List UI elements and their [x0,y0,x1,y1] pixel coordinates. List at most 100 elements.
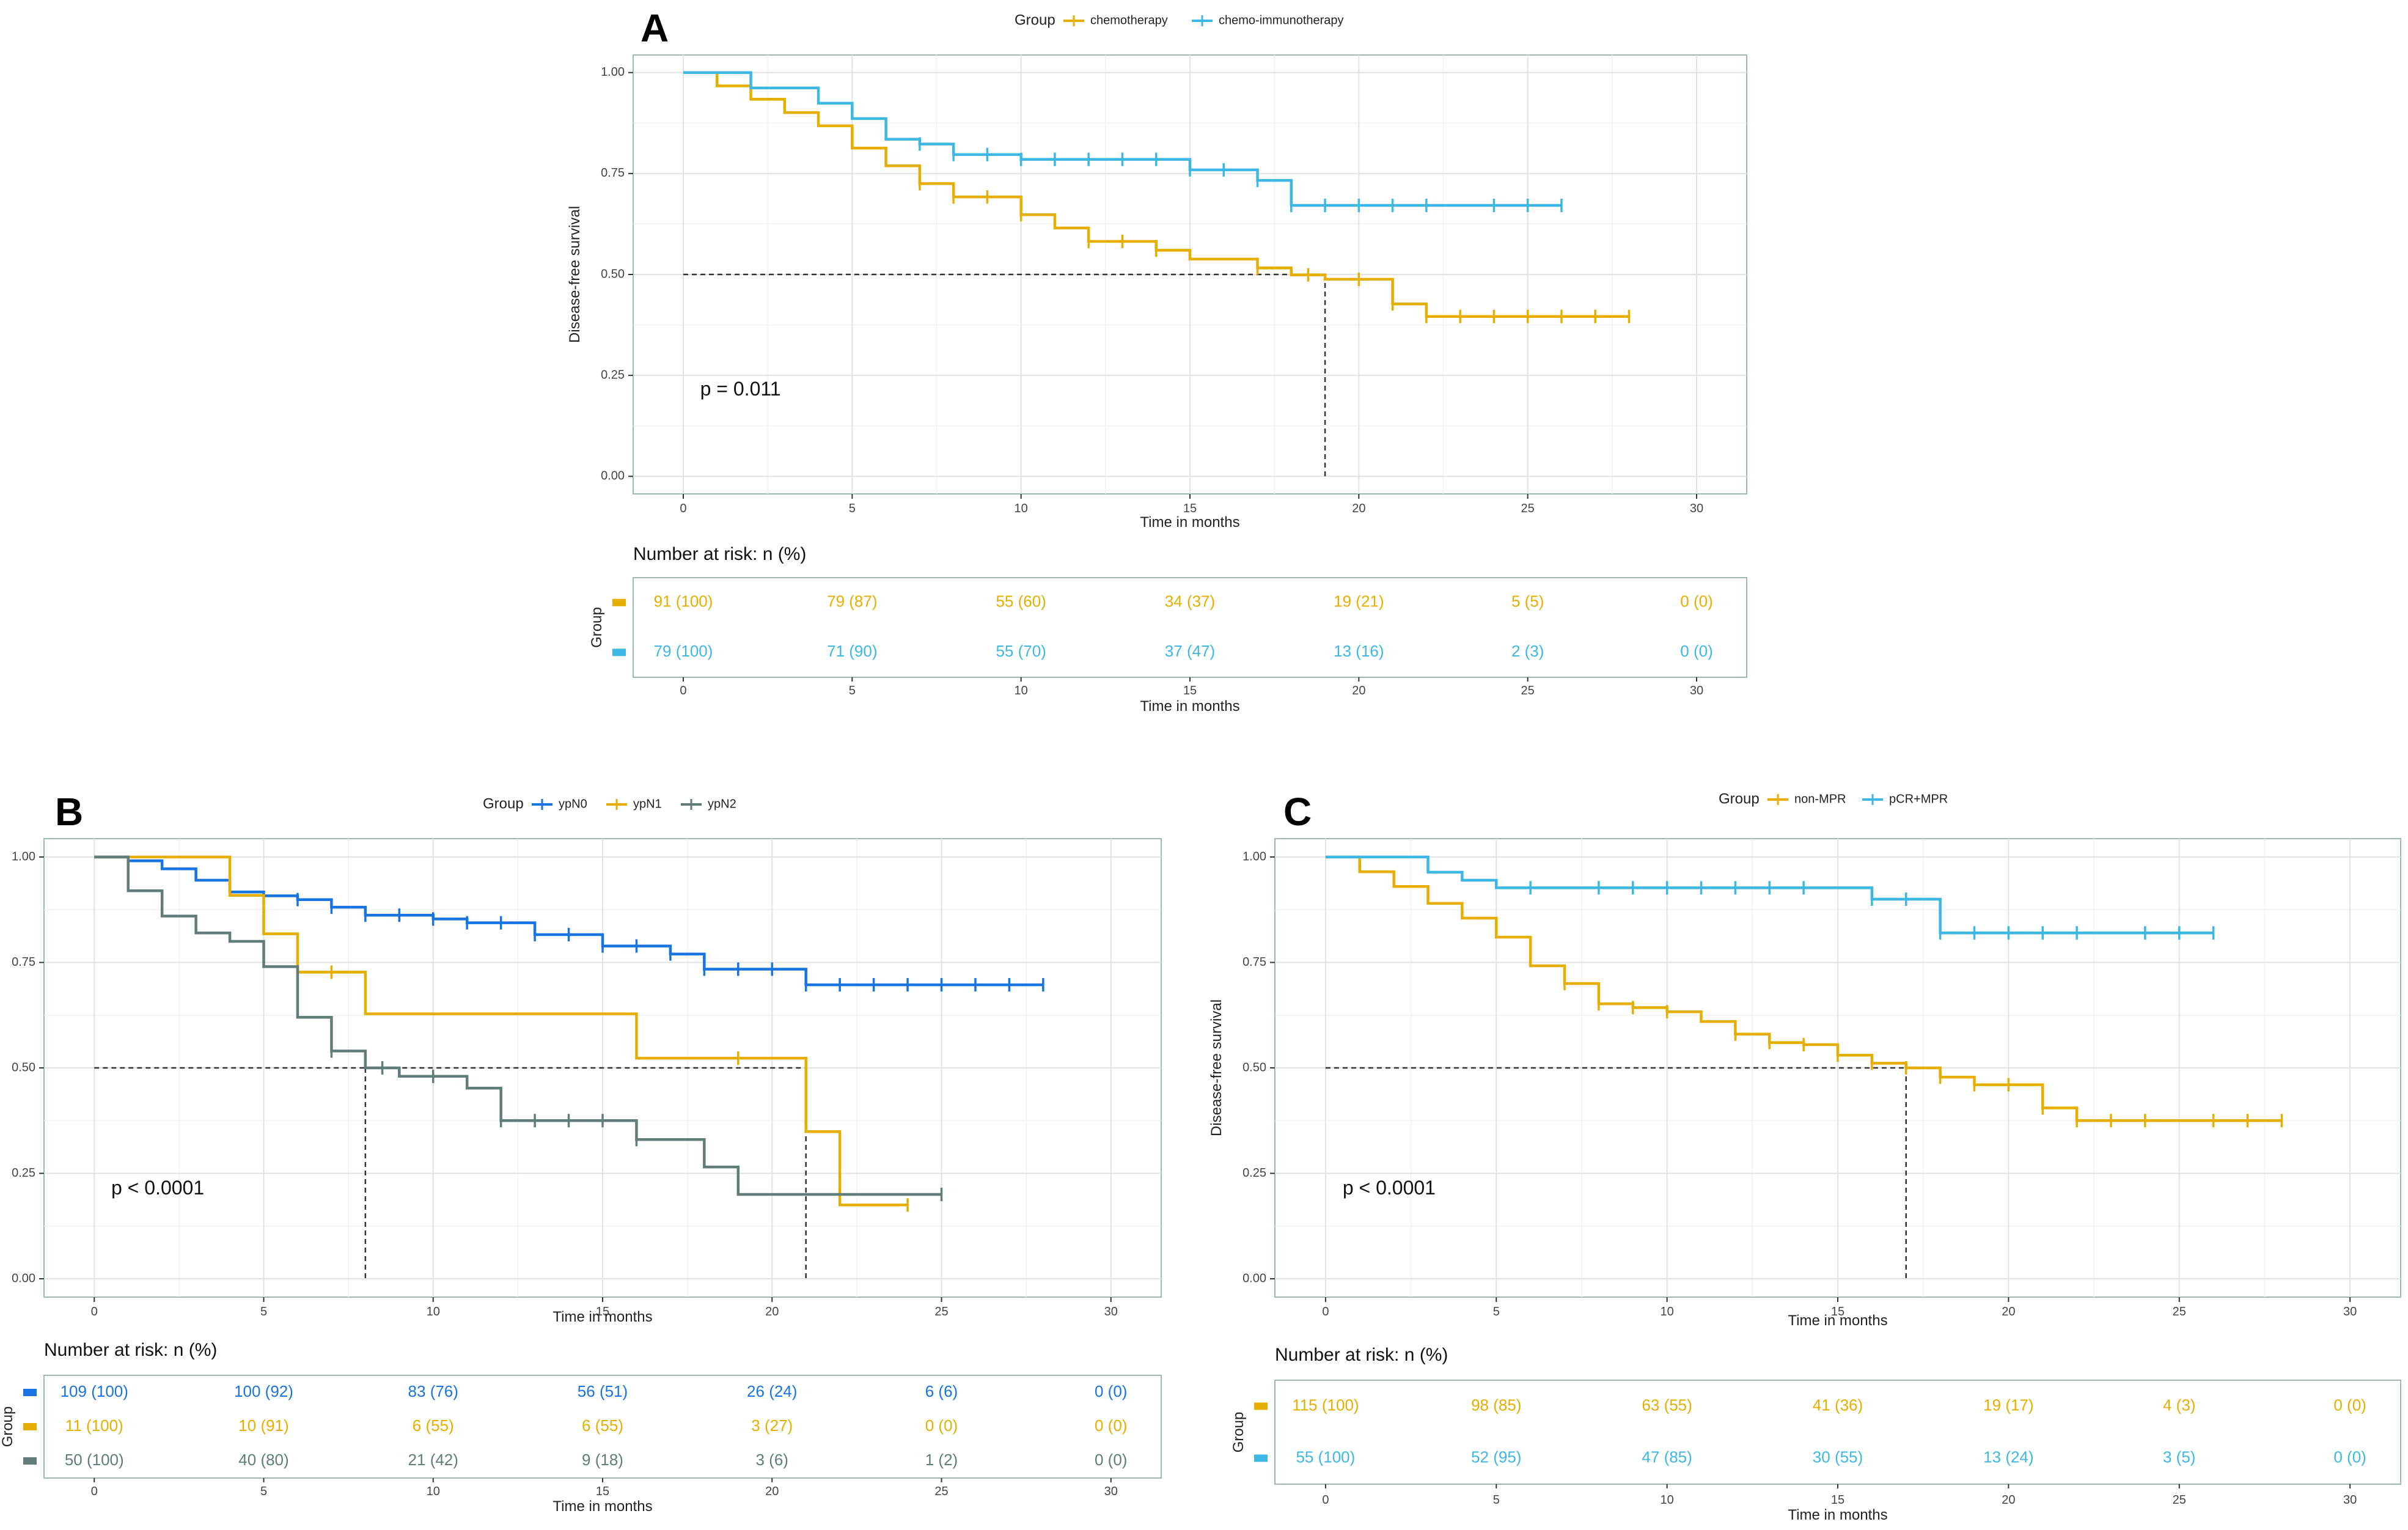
x-axis-label: Time in months [1140,514,1239,531]
risk-cell: 3 (27) [751,1416,793,1435]
risk-cell: 98 (85) [1471,1396,1521,1414]
risk-cell: 63 (55) [1642,1396,1692,1414]
risk-x-axis-label: Time in months [1788,1507,1887,1523]
risk-table-panel [1274,1380,2401,1485]
risk-cell: 30 (55) [1813,1447,1863,1466]
y-tick-label: 1.00 [1243,850,1266,863]
risk-y-axis-label: Group [589,607,605,648]
survival-curve [1325,855,2214,935]
legend-label: pCR+MPR [1889,792,1948,806]
risk-cell: 3 (5) [2163,1447,2195,1466]
risk-y-axis-label: Group [0,1407,16,1447]
survival-curve [683,71,1629,318]
legend-item: pCR+MPR [1862,792,1948,806]
legend-item: ypN2 [681,797,736,811]
risk-x-tick-label: 10 [1015,684,1028,697]
x-tick-label: 30 [1690,502,1703,515]
risk-cell: 0 (0) [925,1416,958,1435]
risk-x-tick-label: 15 [1831,1493,1845,1507]
risk-x-tick-label: 0 [1322,1493,1329,1507]
x-tick-label: 0 [1322,1305,1329,1319]
y-tick-label: 0.00 [1243,1271,1266,1285]
x-axis-label: Time in months [552,1309,652,1325]
legend-item: non-MPR [1767,792,1846,806]
risk-cell: 1 (2) [925,1451,958,1469]
y-axis-label: Disease-free survival [1208,999,1225,1136]
risk-y-axis-label: Group [1230,1412,1247,1453]
p-value: p < 0.0001 [111,1177,204,1199]
legend-item: ypN0 [532,797,587,811]
risk-cell: 0 (0) [1095,1451,1127,1469]
legend-item: ypN1 [606,797,662,811]
risk-cell: 100 (92) [234,1382,293,1400]
risk-cell: 0 (0) [2333,1447,2366,1466]
risk-cell: 4 (3) [2163,1396,2195,1414]
risk-cell: 55 (60) [996,592,1046,611]
p-value: p = 0.011 [700,378,781,400]
series-pcr-mpr [1325,855,2215,940]
y-tick-label: 1.00 [601,65,625,79]
y-tick-label: 0.75 [12,955,35,969]
x-tick-label: 25 [934,1305,948,1319]
survival-curve [94,855,908,1207]
x-tick-label: 10 [1015,502,1028,515]
x-tick-label: 5 [849,502,856,515]
risk-row-swatch [1254,1402,1268,1410]
risk-cell: 52 (95) [1471,1447,1521,1466]
risk-x-axis-label: Time in months [1140,698,1239,715]
risk-cell: 34 (37) [1165,592,1215,611]
risk-cell: 21 (42) [408,1451,458,1469]
risk-x-tick-label: 30 [1104,1485,1118,1498]
legend-label: chemotherapy [1090,13,1168,27]
x-tick-label: 25 [2173,1305,2186,1319]
risk-x-tick-label: 10 [1661,1493,1674,1507]
risk-x-tick-label: 15 [596,1485,609,1498]
y-tick-label: 0.50 [601,267,625,281]
risk-cell: 9 (18) [582,1451,623,1469]
x-tick-label: 10 [427,1305,440,1319]
risk-cell: 13 (24) [1983,1447,2033,1466]
series-ypn2 [94,855,943,1201]
risk-row-swatch [1254,1454,1268,1462]
risk-x-tick-label: 30 [1690,684,1703,697]
legend-label: non-MPR [1794,792,1846,806]
risk-x-tick-label: 0 [680,684,686,697]
y-tick-label: 1.00 [12,850,35,863]
x-tick-label: 15 [1831,1305,1845,1319]
risk-cell: 115 (100) [1292,1396,1359,1414]
legend-item: chemo-immunotherapy [1192,13,1344,27]
risk-cell: 40 (80) [238,1451,288,1469]
series-ypn0 [94,855,1044,992]
risk-row-chemo-immunotherapy: 79 (100) 71 (90) 55 (70) 37 (47) 13 (16) 2 (3… [612,642,1713,660]
legend-title: Group [1015,12,1055,28]
legend-label: ypN0 [559,797,587,811]
risk-cell: 50 (100) [65,1451,124,1469]
risk-cell: 6 (6) [925,1382,958,1400]
risk-cell: 10 (91) [238,1416,288,1435]
median-reference [683,273,1326,477]
x-tick-label: 20 [1352,502,1365,515]
risk-x-tick-label: 0 [91,1485,98,1498]
p-value: p < 0.0001 [1343,1177,1436,1199]
risk-cell: 6 (55) [582,1416,623,1435]
series-ypn1 [94,855,909,1212]
risk-cell: 19 (21) [1334,592,1384,611]
risk-row-pcr-mpr: 55 (100) 52 (95) 47 (85) 30 (55) 13 (24) 3 (5… [1254,1447,2366,1466]
risk-x-tick-label: 5 [849,684,856,697]
risk-x-tick-label: 25 [934,1485,948,1498]
x-tick-label: 15 [596,1305,609,1319]
risk-cell: 2 (3) [1511,642,1544,660]
legend-title: Group [1719,790,1760,807]
y-tick-label: 0.00 [601,469,625,483]
risk-cell: 0 (0) [1095,1382,1127,1400]
x-tick-label: 15 [1183,502,1197,515]
y-tick-label: 0.50 [12,1061,35,1074]
y-tick-label: 0.00 [12,1271,35,1285]
risk-row-chemotherapy: 91 (100) 79 (87) 55 (60) 34 (37) 19 (21) 5 (5… [612,592,1713,611]
risk-table-title: Number at risk: n (%) [633,544,806,564]
risk-x-tick-label: 30 [2343,1493,2357,1507]
risk-x-tick-label: 20 [1352,684,1365,697]
y-tick-label: 0.25 [601,368,625,381]
series-chemotherapy [683,71,1631,323]
risk-cell: 91 (100) [654,592,713,611]
